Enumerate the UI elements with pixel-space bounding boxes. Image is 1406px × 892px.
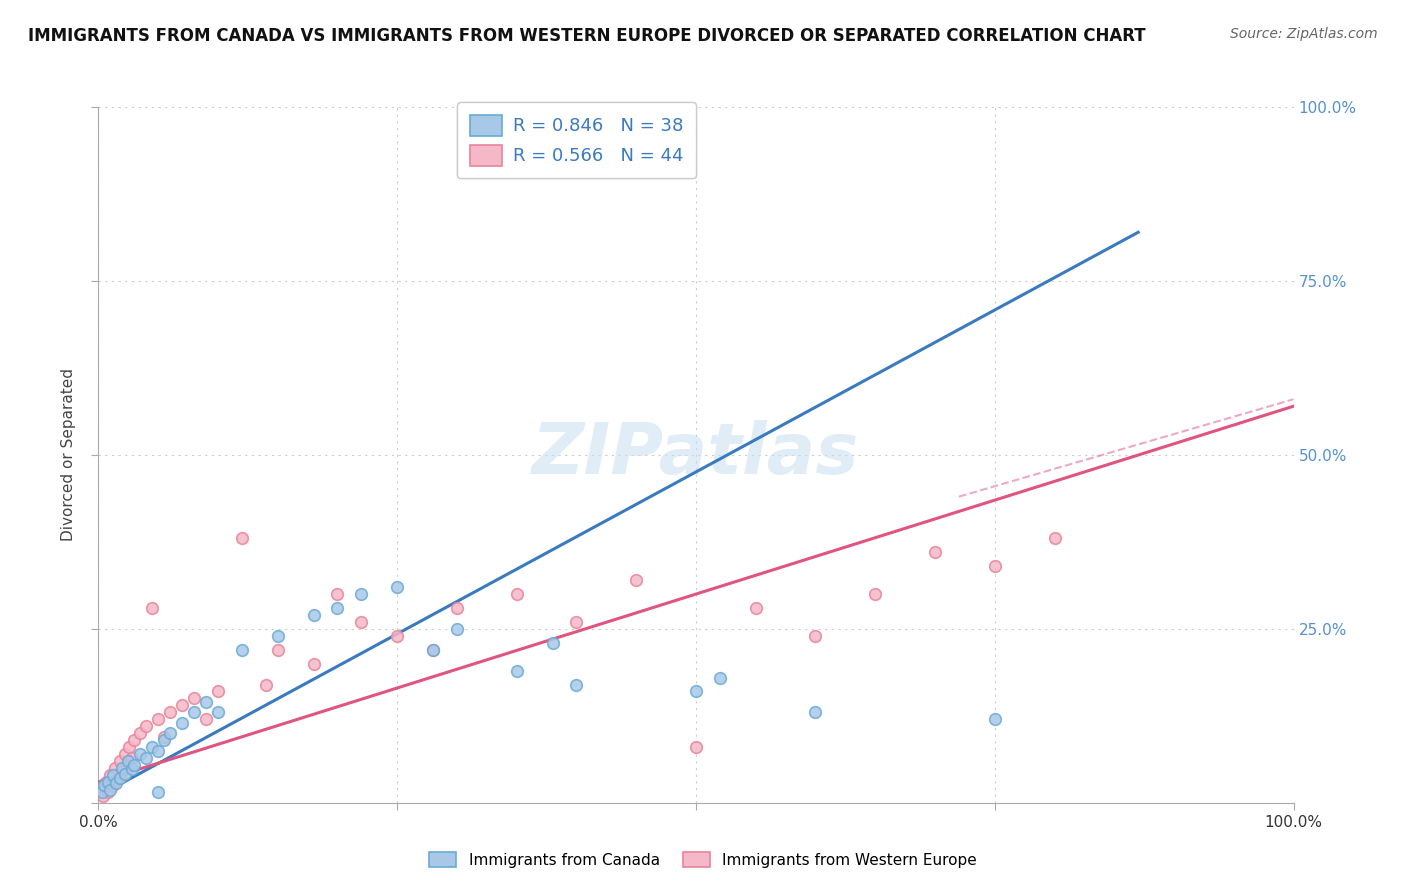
Text: IMMIGRANTS FROM CANADA VS IMMIGRANTS FROM WESTERN EUROPE DIVORCED OR SEPARATED C: IMMIGRANTS FROM CANADA VS IMMIGRANTS FRO…: [28, 27, 1146, 45]
Point: [141, 601, 163, 615]
Point: [148, 712, 170, 726]
Point: [1043, 532, 1066, 546]
Point: [984, 559, 1007, 574]
Point: [114, 747, 136, 761]
Point: [101, 768, 124, 782]
Point: [446, 622, 468, 636]
Point: [101, 778, 124, 792]
Point: [302, 657, 325, 671]
Point: [924, 545, 946, 559]
Point: [326, 587, 349, 601]
Point: [267, 642, 290, 657]
Point: [98, 783, 122, 797]
Point: [129, 726, 152, 740]
Point: [121, 763, 143, 777]
Point: [194, 712, 218, 726]
Point: [121, 750, 143, 764]
Point: [350, 615, 373, 629]
Point: [183, 691, 205, 706]
Point: [326, 601, 349, 615]
Point: [385, 629, 409, 643]
Point: [172, 698, 194, 713]
Point: [863, 587, 887, 601]
Point: [91, 785, 114, 799]
Point: [91, 789, 114, 803]
Point: [90, 781, 112, 796]
Point: [97, 775, 120, 789]
Point: [107, 772, 129, 786]
Point: [745, 601, 768, 615]
Point: [111, 764, 134, 779]
Legend: R = 0.846   N = 38, R = 0.566   N = 44: R = 0.846 N = 38, R = 0.566 N = 44: [457, 103, 696, 178]
Text: ZIPatlas: ZIPatlas: [533, 420, 859, 490]
Legend: Immigrants from Canada, Immigrants from Western Europe: Immigrants from Canada, Immigrants from …: [422, 844, 984, 875]
Point: [118, 740, 141, 755]
Point: [267, 629, 290, 643]
Point: [541, 636, 564, 650]
Point: [114, 766, 136, 780]
Point: [804, 706, 827, 720]
Point: [148, 744, 170, 758]
Point: [93, 778, 115, 792]
Point: [685, 740, 707, 755]
Point: [565, 677, 588, 691]
Point: [153, 733, 176, 747]
Point: [159, 726, 181, 740]
Point: [153, 730, 176, 744]
Point: [231, 532, 253, 546]
Point: [108, 754, 131, 768]
Point: [129, 747, 152, 761]
Point: [108, 772, 131, 786]
Y-axis label: Divorced or Separated: Divorced or Separated: [60, 368, 76, 541]
Point: [105, 776, 128, 790]
Point: [685, 684, 707, 698]
Point: [254, 677, 277, 691]
Point: [97, 785, 120, 799]
Point: [207, 684, 229, 698]
Point: [98, 768, 122, 782]
Point: [804, 629, 827, 643]
Point: [302, 607, 325, 622]
Point: [111, 761, 134, 775]
Point: [565, 615, 588, 629]
Point: [124, 757, 146, 772]
Point: [709, 671, 731, 685]
Point: [172, 715, 194, 730]
Point: [626, 573, 648, 587]
Point: [159, 706, 181, 720]
Point: [984, 712, 1007, 726]
Point: [506, 664, 529, 678]
Point: [207, 706, 229, 720]
Point: [385, 580, 409, 594]
Point: [141, 740, 163, 755]
Point: [446, 601, 468, 615]
Point: [135, 750, 157, 764]
Point: [506, 587, 529, 601]
Point: [231, 642, 253, 657]
Point: [115, 757, 138, 772]
Point: [117, 754, 139, 768]
Point: [148, 785, 170, 799]
Point: [422, 642, 444, 657]
Point: [135, 719, 157, 733]
Text: Source: ZipAtlas.com: Source: ZipAtlas.com: [1230, 27, 1378, 41]
Point: [183, 706, 205, 720]
Point: [104, 761, 127, 775]
Point: [194, 695, 218, 709]
Point: [422, 642, 444, 657]
Point: [124, 733, 146, 747]
Point: [350, 587, 373, 601]
Point: [94, 775, 117, 789]
